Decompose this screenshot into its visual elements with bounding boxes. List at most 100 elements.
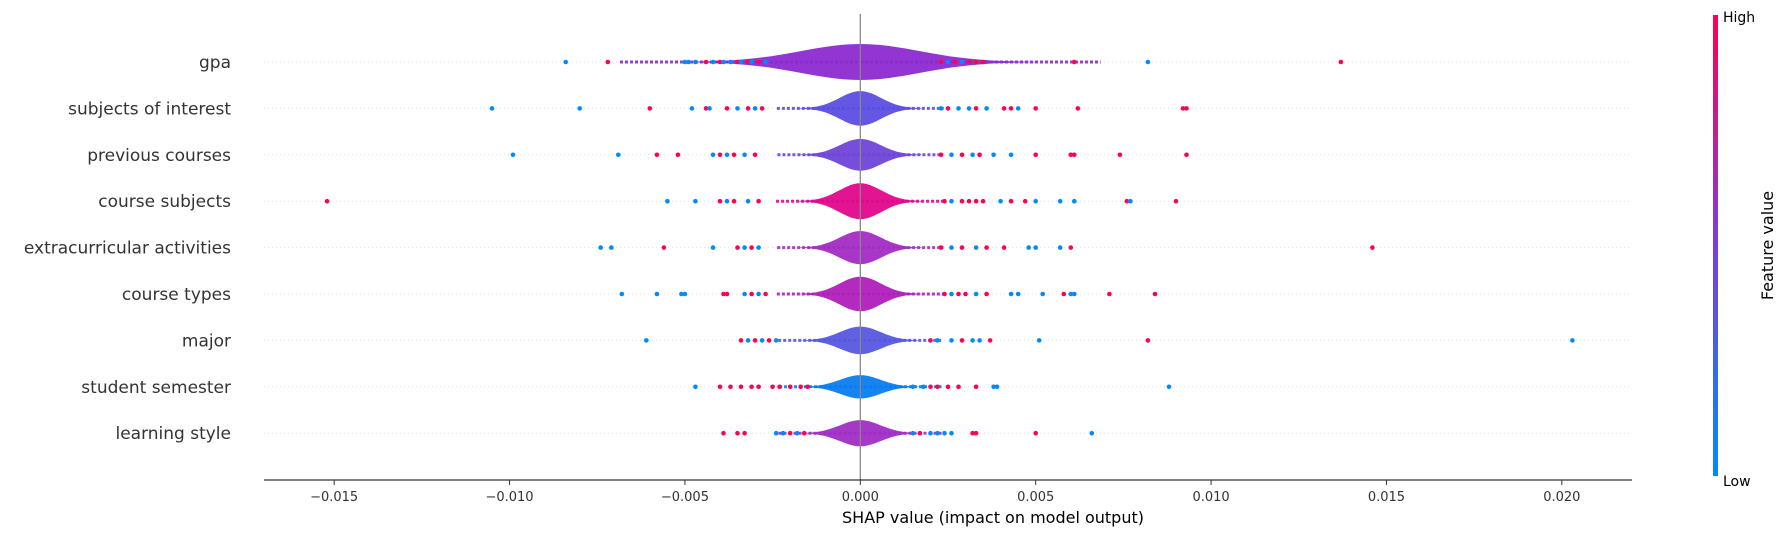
point-gpa-11	[738, 59, 744, 65]
point-learning-style-1	[735, 430, 740, 436]
feature-label-subjects-of-interest: subjects of interest	[68, 99, 231, 119]
point-extracurricular-activities-6	[749, 245, 754, 250]
point-course-types-16	[1008, 291, 1014, 297]
point-course-types-12	[956, 291, 961, 297]
point-student-semester-2	[728, 384, 733, 390]
point-course-subjects-1	[665, 198, 670, 204]
point-subjects-of-interest-6	[724, 106, 730, 111]
point-previous-courses-10	[938, 152, 944, 158]
point-subjects-of-interest-2	[647, 106, 653, 111]
point-subjects-of-interest-4	[703, 106, 709, 111]
point-subjects-of-interest-16	[984, 106, 989, 111]
point-student-semester-9	[798, 384, 803, 390]
point-course-types-13	[963, 291, 968, 297]
point-previous-courses-17	[1033, 152, 1038, 158]
point-course-types-5	[724, 291, 730, 297]
point-learning-style-11	[935, 430, 940, 436]
point-gpa-21	[973, 59, 979, 65]
point-course-types-18	[1040, 291, 1045, 297]
point-student-semester-19	[994, 384, 1000, 390]
point-extracurricular-activities-2	[661, 245, 667, 250]
point-major-2	[745, 338, 751, 343]
point-major-9	[949, 338, 954, 343]
point-course-subjects-14	[998, 198, 1003, 204]
point-gpa-2	[682, 59, 688, 65]
point-previous-courses-7	[731, 152, 737, 158]
point-extracurricular-activities-3	[710, 245, 716, 250]
point-subjects-of-interest-21	[1075, 106, 1081, 111]
point-major-1	[738, 338, 744, 343]
feature-label-learning-style: learning style	[115, 424, 231, 444]
point-course-subjects-8	[942, 198, 947, 204]
point-major-6	[773, 338, 779, 343]
feature-label-course-types: course types	[122, 285, 231, 305]
point-previous-courses-8	[742, 152, 747, 158]
point-learning-style-5	[787, 430, 793, 436]
point-subjects-of-interest-23	[1184, 106, 1189, 111]
point-major-7	[928, 338, 933, 343]
point-course-types-15	[984, 291, 989, 297]
point-course-types-6	[742, 291, 747, 297]
x-tick-label-7: 0.020	[1543, 490, 1580, 505]
point-subjects-of-interest-19	[1015, 106, 1021, 111]
point-gpa-12	[745, 59, 751, 65]
point-gpa-5	[703, 59, 709, 65]
point-extracurricular-activities-9	[949, 245, 954, 250]
point-student-semester-3	[738, 384, 744, 390]
point-course-subjects-16	[1022, 198, 1028, 204]
point-course-types-9	[763, 291, 768, 297]
point-course-types-21	[1072, 291, 1077, 297]
point-student-semester-13	[928, 384, 933, 390]
point-previous-courses-21	[1184, 152, 1189, 158]
point-learning-style-6	[794, 430, 800, 436]
point-previous-courses-18	[1068, 152, 1074, 158]
point-course-types-4	[721, 291, 726, 297]
point-gpa-6	[710, 59, 716, 65]
point-gpa-15	[763, 59, 768, 65]
point-gpa-14	[756, 59, 761, 65]
point-student-semester-16	[956, 384, 961, 390]
point-course-types-23	[1152, 291, 1158, 297]
point-extracurricular-activities-18	[1370, 245, 1375, 250]
feature-label-extracurricular-activities: extracurricular activities	[24, 239, 231, 259]
point-course-types-2	[679, 291, 684, 297]
point-extracurricular-activities-11	[973, 245, 979, 250]
point-gpa-8	[721, 59, 726, 65]
point-learning-style-17	[1089, 430, 1095, 436]
point-course-subjects-17	[1033, 198, 1038, 204]
point-previous-courses-11	[949, 152, 954, 158]
point-course-subjects-3	[717, 198, 723, 204]
point-gpa-19	[959, 59, 965, 65]
point-learning-style-10	[928, 430, 933, 436]
point-previous-courses-16	[1008, 152, 1014, 158]
point-gpa-16	[938, 59, 944, 65]
point-student-semester-6	[770, 384, 775, 390]
point-learning-style-16	[1033, 430, 1038, 436]
point-subjects-of-interest-5	[707, 106, 712, 111]
point-gpa-23	[1072, 59, 1077, 65]
point-course-subjects-20	[1124, 198, 1130, 204]
point-extracurricular-activities-12	[984, 245, 989, 250]
point-extracurricular-activities-10	[959, 245, 965, 250]
point-learning-style-3	[773, 430, 779, 436]
point-course-subjects-0	[324, 198, 330, 204]
point-learning-style-14	[970, 430, 975, 436]
point-major-0	[644, 338, 649, 343]
point-subjects-of-interest-22	[1180, 106, 1186, 111]
point-gpa-18	[952, 59, 958, 65]
x-tick-label-3: 0.000	[842, 490, 879, 505]
feature-label-student-semester: student semester	[81, 378, 231, 398]
point-previous-courses-1	[616, 152, 621, 158]
point-gpa-25	[1338, 59, 1344, 65]
point-course-types-14	[973, 291, 979, 297]
colorbar	[1713, 15, 1718, 476]
point-learning-style-0	[721, 430, 726, 436]
feature-label-major: major	[182, 331, 231, 351]
feature-label-previous-courses: previous courses	[87, 146, 231, 166]
point-course-subjects-15	[1008, 198, 1014, 204]
point-student-semester-20	[1166, 384, 1172, 390]
x-tick-label-1: −0.010	[485, 490, 533, 505]
point-major-11	[970, 338, 975, 343]
point-gpa-13	[749, 59, 754, 65]
